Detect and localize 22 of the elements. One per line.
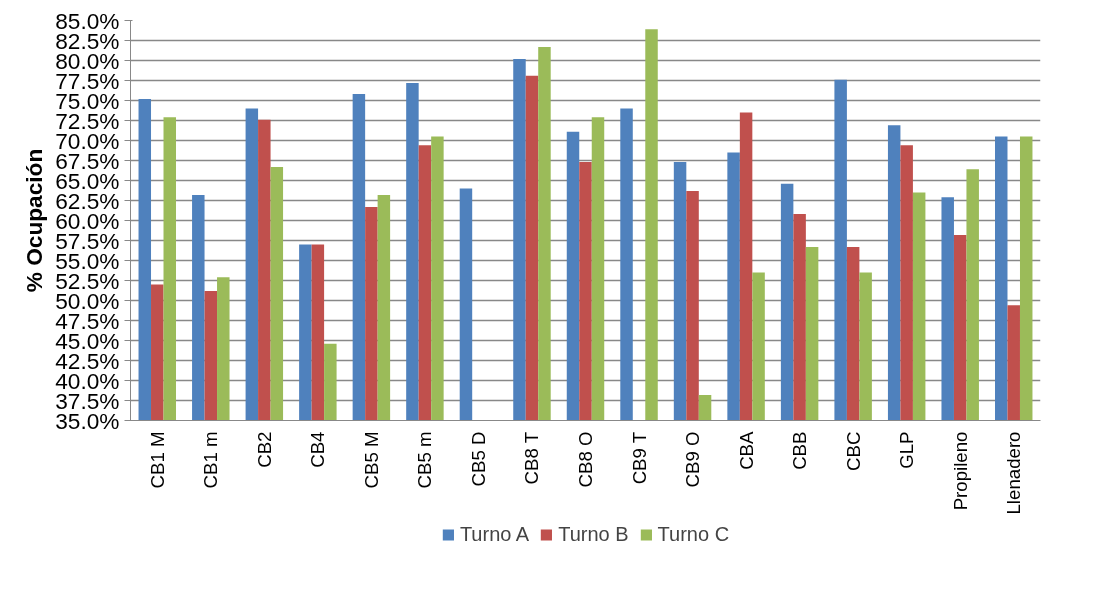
x-tick-label: CBA: [735, 430, 757, 470]
legend-label: Turno A: [459, 522, 530, 546]
x-tick-label: CBB: [789, 431, 811, 470]
x-tick-label: CB1 M: [146, 431, 168, 489]
x-tick-label: Propileno: [949, 431, 971, 511]
y-tick-label: 85.0%: [55, 7, 120, 34]
x-tick-label: CB2: [253, 431, 275, 468]
x-tick-label: CB8 O: [575, 431, 596, 488]
x-tick-label: CB1 m: [200, 431, 222, 489]
x-tick-label: CB5 D: [467, 431, 489, 487]
x-tick-label: CB5 m: [414, 431, 436, 489]
x-tick-label: CB9 T: [628, 431, 650, 485]
x-tick-label: GLP: [896, 431, 918, 469]
y-axis-title: % Ocupación: [21, 148, 48, 293]
legend-label: Turno B: [558, 522, 629, 546]
x-tick-label: CBC: [842, 431, 864, 471]
legend-label: Turno C: [657, 522, 730, 546]
x-tick-label: Llenadero: [1003, 431, 1025, 515]
x-tick-label: CB4: [307, 431, 329, 468]
x-tick-label: CB9 O: [682, 431, 704, 488]
x-tick-label: CB5 M: [360, 431, 382, 489]
x-tick-label: CB8 T: [521, 431, 543, 485]
